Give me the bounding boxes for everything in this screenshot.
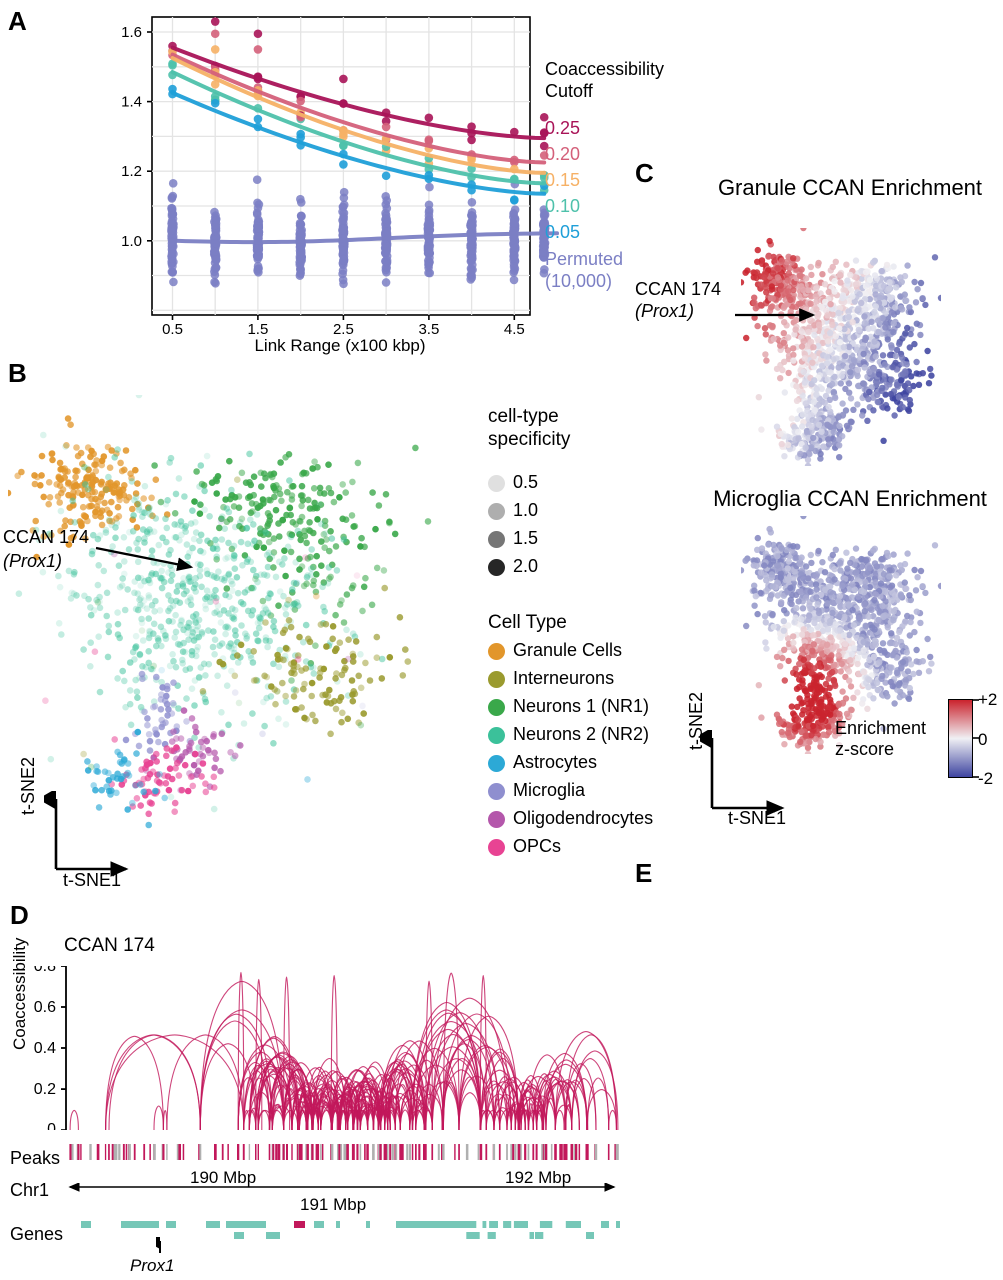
svg-text:4.5: 4.5 <box>504 321 525 335</box>
svg-text:2.5: 2.5 <box>333 321 354 335</box>
svg-text:0.2: 0.2 <box>34 1081 56 1098</box>
svg-text:1.2: 1.2 <box>121 163 142 180</box>
svg-text:0.8: 0.8 <box>34 966 56 975</box>
svg-text:3.5: 3.5 <box>418 321 439 335</box>
svg-text:1.4: 1.4 <box>121 94 142 111</box>
svg-text:0.5: 0.5 <box>162 321 183 335</box>
svg-text:0.6: 0.6 <box>34 999 56 1016</box>
svg-text:1.5: 1.5 <box>247 321 268 335</box>
svg-text:0: 0 <box>47 1121 56 1130</box>
svg-text:0.4: 0.4 <box>34 1040 56 1057</box>
svg-text:1.0: 1.0 <box>121 233 142 250</box>
svg-text:1.6: 1.6 <box>121 24 142 41</box>
